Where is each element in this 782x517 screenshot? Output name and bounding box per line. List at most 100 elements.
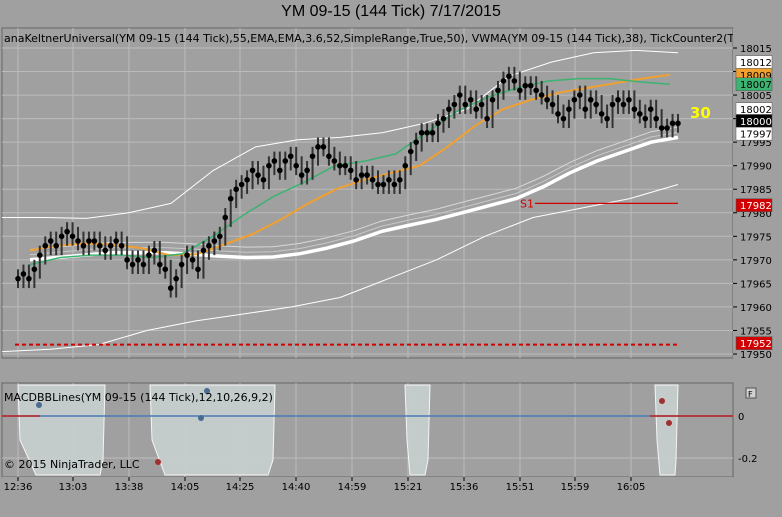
price-tick-label: 17960 [740,303,772,314]
price-close-dot [222,214,229,221]
macd-dot [659,398,665,404]
price-close-dot [544,96,550,103]
price-tick-label: 18005 [740,91,772,102]
price-close-dot [75,238,81,244]
price-close-dot [195,266,201,273]
price-close-dot [429,129,436,136]
price-marker-box [735,336,773,350]
price-close-dot [167,285,174,291]
price-close-dot [184,252,190,258]
price-marker-label: 18009 [740,71,772,82]
price-close-dot [647,106,654,112]
time-tick-label: 15:51 [506,482,535,493]
price-close-dot [282,158,289,164]
price-marker-label: 18000 [740,117,772,128]
time-tick-label: 14:05 [171,482,200,493]
support-lines [15,202,678,346]
price-marker-label: 17997 [740,130,772,141]
price-close-dot [200,247,207,254]
price-close-dot [440,115,447,122]
price-close-dot [386,177,392,183]
price-close-dot [517,87,523,94]
copyright-label: © 2015 NinjaTrader, LLC [4,458,140,471]
price-close-dot [206,242,212,249]
price-close-dot [342,162,349,169]
keltner-upper-line [2,49,679,219]
price-close-dot [31,266,38,273]
price-close-dot [626,96,632,103]
time-tick-label: 13:38 [115,482,144,493]
price-close-dot [402,162,409,169]
price-panel [1,27,734,359]
price-marker-label: 17982 [740,201,772,212]
price-close-dot [266,162,272,169]
tick-counter: 30 [690,104,711,122]
macd-caption: MACDBBLines(YM 09-15 (144 Tick),12,10,26… [4,391,273,404]
price-tick-label: 17965 [740,279,772,290]
price-close-dot [467,96,474,103]
time-tick-label: 15:59 [561,482,590,493]
price-close-dot [320,144,327,150]
price-close-dot [413,139,419,145]
price-tick-label: 17980 [740,209,772,220]
price-close-dot [91,238,98,244]
price-close-dot [238,181,245,188]
price-marker-box [735,198,773,212]
price-close-dot [577,92,583,98]
macd-dot [198,415,204,421]
price-close-dot [113,238,119,244]
price-close-dot [511,78,518,84]
price-close-dot [489,96,496,103]
price-close-dot [211,238,218,244]
price-close-dot [129,261,136,268]
price-close-dot [260,177,267,183]
price-close-dot [102,247,109,254]
price-close-dot [326,153,332,160]
price-close-dot [364,172,370,178]
panel-toggle-label: F [748,390,753,399]
macd-band-area [654,384,679,476]
price-close-dot [140,261,147,268]
price-close-dot [347,167,354,174]
time-axis-labels: 12:36 13:03 13:38 14:05 14:25 14:40 14:59 15:21… [4,477,645,493]
price-close-dot [162,266,169,273]
price-close-dot [620,101,627,108]
price-close-dot [418,129,425,136]
price-marker-label: 18012 [740,58,772,69]
indicator-caption: anaKeltnerUniversal(YM 09-15 (144 Tick),… [4,32,782,45]
keltner-inner-upper-line [29,126,679,250]
price-marker-box [735,126,773,141]
price-close-dot [637,111,643,117]
price-close-dot [473,106,479,112]
price-close-dot [107,242,114,249]
macd-band-area [149,384,276,476]
price-close-dot [178,261,185,268]
time-axis[interactable] [2,477,733,517]
price-tick-label: 17985 [740,185,772,196]
price-close-dot [118,242,125,249]
price-close-dot [571,96,578,103]
price-tick-label: 17995 [740,138,772,149]
price-close-dot [217,233,223,240]
price-close-dot [124,257,130,263]
time-tick-label: 14:59 [338,482,367,493]
time-tick-label: 14:25 [226,482,255,493]
price-close-dot [462,101,469,108]
price-close-dot [353,177,359,183]
panel-toggle-button[interactable] [745,387,757,399]
price-tick-label: 17975 [740,232,772,243]
price-close-dot [451,101,458,108]
price-close-dot [478,101,485,108]
price-close-dot [375,181,381,188]
macd-dot [666,420,672,426]
price-tick-label: 17970 [740,256,772,267]
price-close-dot [669,120,676,127]
price-tick-label: 17955 [740,326,772,337]
price-close-dot [391,181,398,188]
price-close-dot [293,162,299,169]
price-marker-box [735,77,773,91]
price-close-dot [658,125,665,131]
price-close-dot [189,257,196,263]
price-close-dot [457,92,463,98]
